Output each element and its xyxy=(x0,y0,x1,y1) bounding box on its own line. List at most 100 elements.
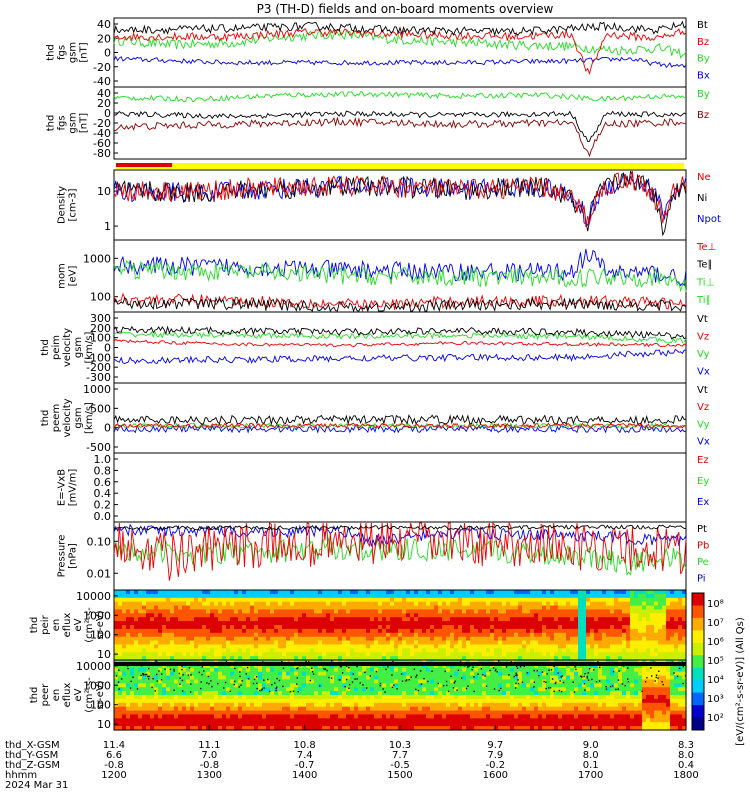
heatmap-cell xyxy=(378,597,383,603)
heatmap-cell xyxy=(190,718,195,723)
heatmap-cell xyxy=(506,590,511,595)
heatmap-cell xyxy=(262,601,267,607)
heatmap-cell xyxy=(578,679,583,684)
heatmap-cell xyxy=(462,593,467,599)
heatmap-cell xyxy=(582,691,587,696)
heatmap-cell xyxy=(426,605,431,611)
heatmap-cell xyxy=(174,679,179,684)
heatmap-cell xyxy=(414,632,419,638)
heatmap-cell xyxy=(594,687,599,692)
heatmap-cell xyxy=(434,667,439,673)
heatmap-cell xyxy=(482,671,487,677)
y-tick-label: -20 xyxy=(93,61,111,74)
heatmap-cell xyxy=(322,597,327,603)
heatmap-cell xyxy=(534,663,539,669)
heatmap-cell xyxy=(622,590,627,595)
heatmap-cell xyxy=(578,597,583,603)
heatmap-cell xyxy=(538,636,543,642)
heatmap-cell xyxy=(618,632,623,638)
heatmap-cell xyxy=(150,683,155,688)
heatmap-cell xyxy=(346,617,351,622)
heatmap-cell xyxy=(330,621,335,626)
heatmap-cell xyxy=(502,718,507,723)
heatmap-cell xyxy=(382,605,387,611)
heatmap-cell xyxy=(182,663,187,669)
heatmap-cell xyxy=(366,628,371,634)
heatmap-cell xyxy=(294,617,299,622)
heatmap-cell xyxy=(158,652,163,657)
heatmap-cell xyxy=(682,656,687,661)
heatmap-cell xyxy=(442,597,447,603)
heatmap-cell xyxy=(158,718,163,723)
heatmap-cell xyxy=(242,722,247,727)
heatmap-cell xyxy=(394,687,399,692)
heatmap-cell xyxy=(170,625,175,630)
heatmap-cell xyxy=(426,683,431,688)
heatmap-cell xyxy=(350,706,355,712)
heatmap-cell xyxy=(314,628,319,634)
heatmap-cell xyxy=(406,710,411,716)
legend-entry: Vy xyxy=(697,349,710,360)
heatmap-cell xyxy=(602,722,607,727)
heatmap-cell xyxy=(294,722,299,727)
heatmap-cell xyxy=(162,726,167,731)
heatmap-cell xyxy=(582,722,587,727)
heatmap-cell xyxy=(262,722,267,727)
heatmap-cell xyxy=(234,632,239,638)
y-tick-label: -200 xyxy=(86,361,111,374)
y-tick-label: 200 xyxy=(90,322,111,335)
heatmap-cell xyxy=(262,656,267,661)
heatmap-cell xyxy=(390,702,395,708)
heatmap-cell xyxy=(398,590,403,595)
y-tick-label: 10 xyxy=(97,185,111,198)
heatmap-cell xyxy=(674,601,679,607)
heatmap-cell xyxy=(366,718,371,723)
heatmap-cell xyxy=(614,656,619,661)
heatmap-cell xyxy=(474,675,479,681)
heatmap-cell xyxy=(318,605,323,611)
heatmap-cell xyxy=(650,597,655,603)
heatmap-cell xyxy=(474,617,479,622)
heatmap-cell xyxy=(186,613,191,618)
heatmap-cell xyxy=(426,656,431,661)
heatmap-cell xyxy=(266,613,271,618)
heatmap-cell xyxy=(378,679,383,684)
heatmap-cell xyxy=(498,675,503,681)
y-axis-label: thdpeimvelocitygsm[km/s] xyxy=(40,328,95,367)
heatmap-cell xyxy=(434,644,439,649)
heatmap-cell xyxy=(518,613,523,618)
heatmap-cell xyxy=(362,617,367,622)
heatmap-cell xyxy=(226,640,231,646)
heatmap-cell xyxy=(342,593,347,599)
heatmap-cell xyxy=(242,695,247,700)
heatmap-cell xyxy=(402,718,407,723)
heatmap-cell xyxy=(430,648,435,653)
heatmap-cell xyxy=(670,648,675,653)
heatmap-cell xyxy=(466,679,471,684)
heatmap-cell xyxy=(486,706,491,712)
y-tick-label: 1 xyxy=(104,220,111,233)
heatmap-cell xyxy=(254,683,259,688)
heatmap-cell xyxy=(650,590,655,595)
heatmap-cell xyxy=(286,671,291,677)
heatmap-cell xyxy=(390,683,395,688)
heatmap-cell xyxy=(582,628,587,634)
heatmap-cell xyxy=(286,706,291,712)
heatmap-cell xyxy=(282,621,287,626)
heatmap-cell xyxy=(298,625,303,630)
heatmap-cell xyxy=(634,590,639,595)
heatmap-cell xyxy=(446,652,451,657)
heatmap-cell xyxy=(126,593,131,599)
heatmap-cell xyxy=(274,687,279,692)
heatmap-cell xyxy=(278,679,283,684)
heatmap-cell xyxy=(150,601,155,607)
heatmap-cell xyxy=(642,644,647,649)
heatmap-cell xyxy=(370,617,375,622)
heatmap-cell xyxy=(186,722,191,727)
heatmap-cell xyxy=(198,590,203,595)
heatmap-cell xyxy=(354,625,359,630)
heatmap-cell xyxy=(358,601,363,607)
heatmap-cell xyxy=(378,648,383,653)
heatmap-cell xyxy=(442,710,447,716)
heatmap-cell xyxy=(214,644,219,649)
